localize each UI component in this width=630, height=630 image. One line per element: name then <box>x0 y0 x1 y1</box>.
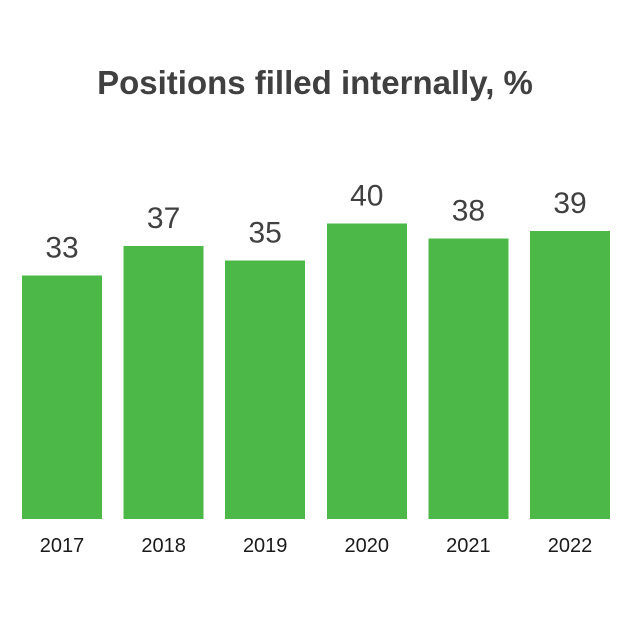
bar-2021 <box>428 238 509 519</box>
bar-2018 <box>123 245 204 520</box>
chart-title: Positions filled internally, % <box>97 64 533 101</box>
value-label-2020: 40 <box>350 180 383 213</box>
bar-2019 <box>225 260 306 519</box>
value-label-2017: 33 <box>45 231 78 264</box>
bar-2017 <box>22 275 102 519</box>
value-label-2019: 35 <box>249 217 282 250</box>
x-tick-labels-group: 2017 2018 2019 2020 2021 2022 <box>40 535 593 557</box>
x-tick-label-2019: 2019 <box>243 535 288 557</box>
x-tick-label-2018: 2018 <box>141 535 186 557</box>
bar-2020 <box>326 223 407 519</box>
value-labels-group: 33 37 35 40 38 39 <box>45 180 586 265</box>
x-tick-label-2021: 2021 <box>446 535 491 557</box>
value-label-2022: 39 <box>553 187 586 220</box>
bars-group <box>22 223 610 520</box>
x-tick-label-2022: 2022 <box>548 535 593 557</box>
bar-2022 <box>530 231 610 519</box>
value-label-2021: 38 <box>452 194 485 227</box>
x-tick-label-2020: 2020 <box>345 535 390 557</box>
value-label-2018: 37 <box>147 202 180 235</box>
x-tick-label-2017: 2017 <box>40 535 85 557</box>
